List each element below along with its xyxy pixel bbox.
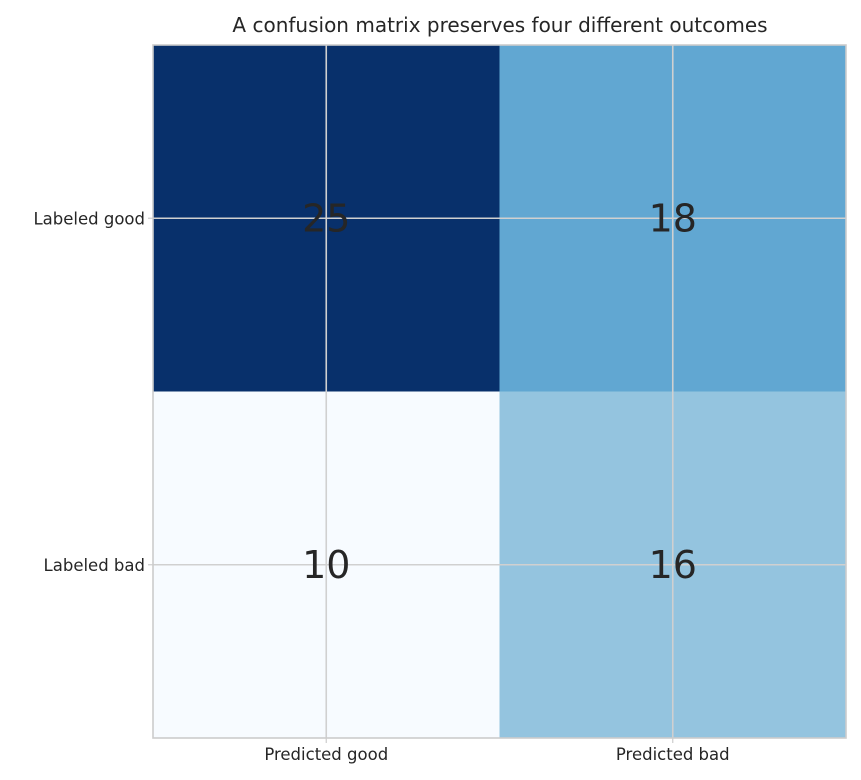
cell-value-label-r0-c1: 18 bbox=[649, 196, 697, 240]
cell-value-label-r1-c0: 10 bbox=[302, 543, 350, 587]
chart-title: A confusion matrix preserves four differ… bbox=[232, 13, 767, 37]
y-axis-ticks: Labeled good Labeled bad bbox=[33, 209, 153, 575]
cell-value-label-r0-c0: 25 bbox=[302, 196, 350, 240]
cell-value-labels: 25 18 10 16 bbox=[302, 196, 697, 587]
x-tick-label: Predicted bad bbox=[616, 745, 730, 764]
cell-value-label-r1-c1: 16 bbox=[649, 543, 697, 587]
y-tick-label: Labeled good bbox=[33, 209, 145, 228]
grid-lines bbox=[153, 45, 846, 738]
heatmap-cells bbox=[153, 45, 846, 738]
plot-frame bbox=[152, 44, 847, 739]
x-tick-label: Predicted good bbox=[264, 745, 388, 764]
x-axis-ticks: Predicted good Predicted bad bbox=[264, 738, 730, 764]
y-tick-label: Labeled bad bbox=[44, 556, 145, 575]
